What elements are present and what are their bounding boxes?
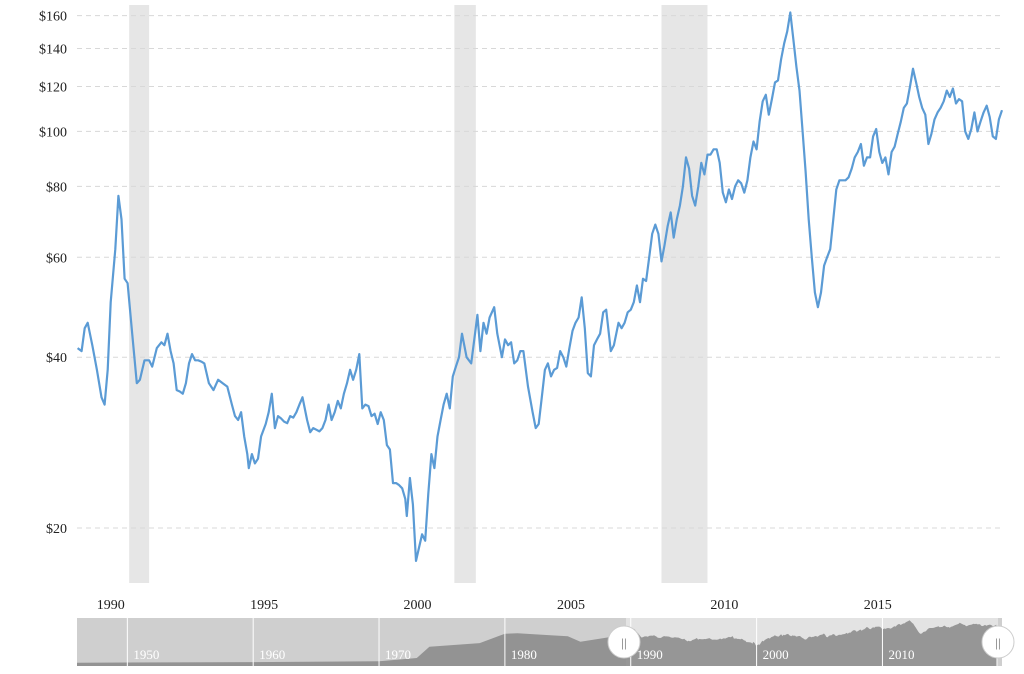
navigator-area-series [77,620,997,666]
y-tick-label: $20 [46,522,67,537]
navigator-tick-label: 1950 [133,647,159,662]
recession-band-1 [454,5,476,583]
x-tick-label: 2015 [864,598,892,613]
gridlines [77,15,1002,529]
x-tick-label: 2010 [710,598,738,613]
navigator-handle-right-label: || [995,635,1000,650]
y-tick-label: $160 [39,10,67,25]
price-series-line [76,11,1004,562]
recession-band-0 [129,5,150,583]
y-tick-label: $120 [39,80,67,95]
x-tick-label: 2005 [557,598,585,613]
navigator-handle-left-label: || [621,635,626,650]
y-tick-label: $40 [46,351,67,366]
navigator-tick-label: 2010 [888,647,914,662]
navigator-ticks: 1950 1960 1970 1980 1990 2000 2010 [126,618,914,666]
navigator-tick-label: 1970 [385,647,411,662]
x-tick-label: 1995 [250,598,278,613]
x-tick-label: 1990 [97,598,125,613]
y-tick-label: $100 [39,125,67,140]
navigator-handle-left[interactable]: || [607,625,641,659]
navigator-handle-right[interactable]: || [981,625,1015,659]
range-navigator[interactable]: 1950 1960 1970 1980 1990 2000 2010 || || [77,618,1015,666]
y-tick-label: $140 [39,42,67,57]
x-axis-ticks: 1990 1995 2000 2005 2010 2015 [97,598,892,613]
navigator-tick-label: 1960 [259,647,285,662]
recession-band-2 [661,5,708,583]
navigator-tick-label: 1980 [511,647,537,662]
navigator-tick-label: 1990 [637,647,663,662]
y-axis-ticks: $20 $40 $60 $80 $100 $120 $140 $160 [39,10,67,537]
recession-bands [129,5,708,583]
y-tick-label: $60 [46,251,67,266]
x-tick-label: 2000 [404,598,432,613]
navigator-tick-label: 2000 [763,647,789,662]
y-tick-label: $80 [46,180,67,195]
